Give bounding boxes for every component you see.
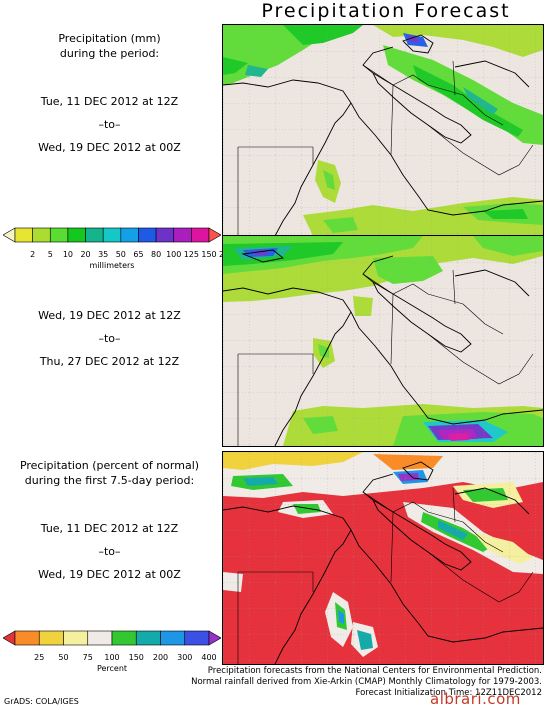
colorbar-mm-swatch (155, 227, 175, 243)
colorbar-percent-tick-label: 25 (34, 653, 45, 662)
colorbar-mm-tick-label: 50 (115, 250, 126, 259)
colorbar-percent-swatch (38, 630, 64, 646)
grads-credit: GrADS: COLA/IGES (4, 697, 79, 706)
colorbar-mm-swatch (120, 227, 139, 243)
colorbar-mm-tick-label: 2 (30, 250, 36, 259)
country-borders (237, 60, 534, 236)
coastlines (223, 461, 543, 664)
panel1-heading-line2: during the period: (59, 47, 160, 60)
colorbar-percent-ticks: 255075100150200300400600 (3, 653, 241, 663)
colorbar-mm: 25102035506580100125150200 millimeters (2, 224, 234, 270)
credits-line1: Precipitation forecasts from the Nationa… (207, 666, 542, 676)
credits-line2: Normal rainfall derived from Xie-Arkin (… (191, 677, 542, 687)
panel2-to: –to– (98, 332, 121, 345)
colorbar-percent-tick-label: 400 (201, 653, 217, 662)
colorbar-mm-tick-label: 150 (201, 250, 217, 259)
page-title: Precipitation Forecast (261, 0, 511, 22)
colorbar-percent-tick-label: 50 (58, 653, 69, 662)
panel2-start: Wed, 19 DEC 2012 at 12Z (38, 309, 181, 322)
colorbar-percent-tick-label: 300 (177, 653, 193, 662)
colorbar-mm-tick-label: 35 (98, 250, 109, 259)
colorbar-percent-graphic (2, 630, 222, 646)
colorbar-mm-swatch (191, 227, 210, 243)
colorbar-mm-swatch (138, 227, 157, 243)
colorbar-percent-unit: Percent (96, 664, 128, 673)
colorbar-mm-tick-label: 65 (133, 250, 144, 259)
colorbar-percent-swatch (63, 630, 89, 646)
country-borders (237, 487, 534, 664)
colorbar-mm-arrow-low (2, 227, 16, 243)
panel3-heading-line2: during the first 7.5-day period: (24, 474, 195, 487)
coastlines (223, 249, 543, 446)
colorbar-mm-arrow-high (208, 227, 222, 243)
colorbar-mm-tick-label: 100 (166, 250, 182, 259)
colorbar-mm-swatch (85, 227, 104, 243)
colorbar-mm-tick-label: 125 (183, 250, 199, 259)
panel2-period: Wed, 19 DEC 2012 at 12Z –to– Thu, 27 DEC… (2, 308, 217, 369)
map-percent-of-normal (222, 451, 544, 665)
panel1-end: Wed, 19 DEC 2012 at 00Z (38, 141, 181, 154)
colorbar-mm-swatch (173, 227, 192, 243)
panel1-to: –to– (98, 118, 121, 131)
panel3-end: Wed, 19 DEC 2012 at 00Z (38, 568, 181, 581)
colorbar-mm-unit: millimeters (89, 261, 135, 270)
panel1-period: Tue, 11 DEC 2012 at 12Z –to– Wed, 19 DEC… (2, 94, 217, 155)
colorbar-percent-arrow-high (208, 630, 222, 646)
colorbar-mm-ticks: 25102035506580100125150200 (3, 250, 234, 260)
colorbar-percent: 255075100150200300400600 Percent (2, 627, 241, 673)
colorbar-mm-graphic (2, 227, 222, 243)
colorbar-percent-swatch (160, 630, 186, 646)
colorbar-percent-tick-label: 150 (128, 653, 144, 662)
colorbar-mm-swatch (102, 227, 122, 243)
map-precip-period1 (222, 24, 544, 237)
colorbar-mm-swatch (49, 227, 69, 243)
credits-line3: Forecast Initialization Time: 12Z11DEC20… (355, 688, 542, 698)
colorbar-mm-tick-label: 5 (47, 250, 53, 259)
colorbar-percent-arrow-low (2, 630, 16, 646)
panel1-heading: Precipitation (mm) during the period: (2, 31, 217, 61)
colorbar-mm-tick-label: 10 (62, 250, 73, 259)
panel3-start: Tue, 11 DEC 2012 at 12Z (40, 522, 179, 535)
colorbar-percent-tick-label: 200 (152, 653, 169, 662)
colorbar-percent-tick-label: 100 (104, 653, 120, 662)
colorbar-mm-tick-label: 80 (150, 250, 162, 259)
map-precip-period2 (222, 235, 544, 447)
colorbar-percent-swatch (184, 630, 210, 646)
colorbar-mm-tick-label: 20 (80, 250, 91, 259)
colorbar-percent-swatch (111, 630, 137, 646)
panel3-to: –to– (98, 545, 121, 558)
credits: Precipitation forecasts from the Nationa… (160, 666, 542, 699)
panel2-end: Thu, 27 DEC 2012 at 12Z (39, 355, 180, 368)
country-borders (237, 269, 534, 446)
panel3-period: Tue, 11 DEC 2012 at 12Z –to– Wed, 19 DEC… (2, 521, 217, 582)
panel1-start: Tue, 11 DEC 2012 at 12Z (40, 95, 179, 108)
colorbar-mm-swatch (32, 227, 51, 243)
watermark: albrari.com (430, 690, 521, 708)
colorbar-mm-swatch (67, 227, 86, 243)
panel3-heading-line1: Precipitation (percent of normal) (19, 459, 200, 472)
panel3-heading: Precipitation (percent of normal) during… (2, 458, 217, 488)
panel1-heading-line1: Precipitation (mm) (58, 32, 161, 45)
colorbar-percent-swatch (135, 630, 161, 646)
colorbar-percent-swatch (87, 630, 113, 646)
colorbar-mm-swatch (14, 227, 33, 243)
colorbar-percent-swatch (14, 630, 40, 646)
colorbar-percent-tick-label: 75 (82, 653, 93, 662)
